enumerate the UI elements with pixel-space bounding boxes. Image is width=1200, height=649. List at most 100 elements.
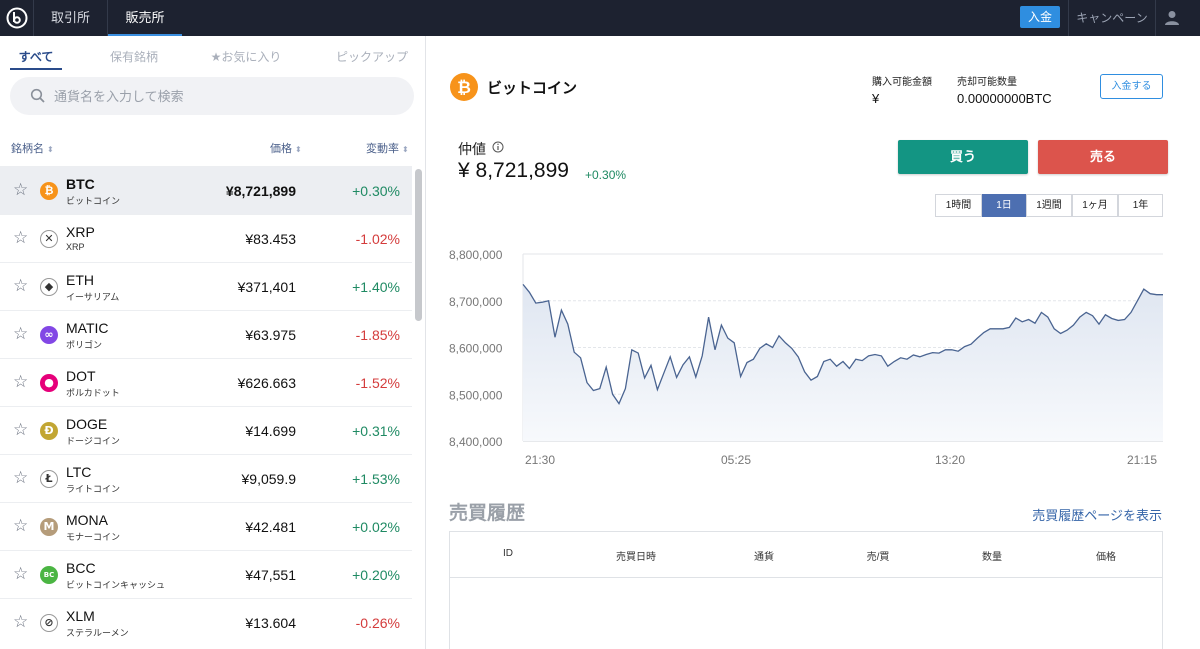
range-button-0[interactable]: 1時間 (935, 194, 982, 217)
eth-coin-icon: ◆ (40, 278, 58, 296)
coin-price: ¥83.453 (245, 231, 296, 247)
favorite-star-icon[interactable]: ☆ (13, 612, 29, 631)
x-tick-label: 05:25 (721, 453, 751, 467)
favorite-star-icon[interactable]: ☆ (13, 468, 29, 487)
deposit-button[interactable]: 入金 (1020, 6, 1060, 28)
range-button-2[interactable]: 1週間 (1026, 194, 1072, 217)
sort-icon: ⬍ (295, 145, 302, 154)
nav-tab-exchange[interactable]: 取引所 (34, 0, 108, 36)
coin-symbol: ETH (66, 272, 94, 288)
y-tick-label: 8,500,000 (449, 388, 503, 402)
favorite-star-icon[interactable]: ☆ (13, 420, 29, 439)
favorite-star-icon[interactable]: ☆ (13, 324, 29, 343)
filter-tab-holdings[interactable]: 保有銘柄 (109, 50, 158, 64)
list-scrollbar-thumb[interactable] (415, 169, 422, 321)
search-input[interactable] (54, 77, 394, 115)
buy-button[interactable]: 買う (898, 140, 1028, 174)
top-nav-bar: 取引所 販売所 入金 キャンペーン (0, 0, 1200, 36)
coin-change: +0.30% (352, 183, 400, 199)
coin-name-jp: イーサリアム (66, 292, 120, 302)
coin-row-bcc[interactable]: ☆ BC BCC ビットコインキャッシュ ¥47,551 +0.20% (0, 550, 412, 598)
favorite-star-icon[interactable]: ☆ (13, 180, 29, 199)
coin-row-ltc[interactable]: ☆ Ł LTC ライトコイン ¥9,059.9 +1.53% (0, 454, 412, 502)
filter-tab-pickup[interactable]: ピックアップ (336, 50, 409, 64)
coin-row-xrp[interactable]: ☆ ✕ XRP XRP ¥83.453 -1.02% (0, 214, 412, 262)
bitcoin-icon: ₿ (450, 73, 478, 101)
favorite-star-icon[interactable]: ☆ (13, 564, 29, 583)
column-header-name[interactable]: 銘柄名 ⬍ (11, 140, 54, 156)
coin-price: ¥42.481 (245, 519, 296, 535)
sellable-qty-value: 0.00000000BTC (957, 91, 1052, 106)
y-tick-label: 8,600,000 (449, 342, 503, 356)
history-page-link[interactable]: 売買履歴ページを表示 (1032, 508, 1162, 523)
coin-row-mona[interactable]: ☆ M MONA モナーコイン ¥42.481 +0.02% (0, 502, 412, 550)
filter-tab-favorites[interactable]: ★お気に入り (210, 50, 282, 64)
coin-name-jp: ドージコイン (66, 436, 120, 446)
favorite-star-icon[interactable]: ☆ (13, 276, 29, 295)
coin-change: -0.26% (355, 615, 400, 631)
xrp-coin-icon: ✕ (40, 230, 58, 248)
coin-symbol: XLM (66, 608, 95, 624)
xlm-coin-icon: ⊘ (40, 614, 58, 632)
favorite-star-icon[interactable]: ☆ (13, 516, 29, 535)
coin-name-jp: ステラルーメン (66, 628, 129, 638)
coin-price: ¥371,401 (237, 279, 296, 295)
range-button-1[interactable]: 1日 (982, 194, 1026, 217)
range-button-3[interactable]: 1ヶ月 (1072, 194, 1118, 217)
coin-row-eth[interactable]: ☆ ◆ ETH イーサリアム ¥371,401 +1.40% (0, 262, 412, 310)
x-tick-label: 13:20 (935, 453, 965, 467)
column-header-change[interactable]: 変動率 ⬍ (366, 140, 409, 156)
column-header-change-label: 変動率 (366, 143, 399, 155)
dot-coin-icon: ● (40, 374, 58, 392)
history-col-2: 通貨 (754, 552, 774, 563)
coin-change: +0.02% (352, 519, 400, 535)
coin-row-xlm[interactable]: ☆ ⊘ XLM ステラルーメン ¥13.604 -0.26% (0, 598, 412, 646)
mid-price-value: ¥ 8,721,899 (458, 159, 569, 182)
history-table: ID 売買日時 通貨 売/買 数量 価格 (449, 531, 1163, 649)
selected-coin-name: ビットコイン (487, 80, 578, 97)
user-icon[interactable] (1162, 8, 1182, 28)
column-header-name-label: 銘柄名 (11, 143, 44, 155)
bitbank-logo-icon (6, 7, 27, 29)
range-button-4[interactable]: 1年 (1118, 194, 1163, 217)
campaign-link[interactable]: キャンペーン (1068, 0, 1156, 36)
price-chart: 8,800,000 8,700,000 8,600,000 8,500,000 8,40… (449, 248, 1163, 467)
column-header-price[interactable]: 価格 ⬍ (270, 140, 302, 156)
deposit-small-button[interactable]: 入金する (1100, 74, 1163, 99)
sell-button[interactable]: 売る (1038, 140, 1168, 174)
coin-list: ☆ ₿ BTC ビットコイン ¥8,721,899 +0.30% ☆ ✕ XRP XRP ¥83.4… (0, 166, 412, 649)
mid-price-label: 仲値 (458, 141, 486, 157)
coin-symbol: DOT (66, 368, 96, 384)
y-tick-label: 8,800,000 (449, 248, 503, 262)
coin-row-matic[interactable]: ☆ ∞ MATIC ポリゴン ¥63.975 -1.85% (0, 310, 412, 358)
coin-change: +0.31% (352, 423, 400, 439)
sort-icon: ⬍ (402, 145, 409, 154)
coin-row-doge[interactable]: ☆ Ð DOGE ドージコイン ¥14.699 +0.31% (0, 406, 412, 454)
favorite-star-icon[interactable]: ☆ (13, 228, 29, 247)
filter-tab-all[interactable]: すべて (10, 48, 62, 70)
coin-row-dot[interactable]: ☆ ● DOT ポルカドット ¥626.663 -1.52% (0, 358, 412, 406)
coin-name-jp: ポルカドット (66, 388, 120, 398)
coin-price: ¥626.663 (237, 375, 296, 391)
coin-row-btc[interactable]: ☆ ₿ BTC ビットコイン ¥8,721,899 +0.30% (0, 166, 412, 214)
coin-change: -1.52% (355, 375, 400, 391)
btc-coin-icon: ₿ (40, 182, 58, 200)
coin-change: -1.02% (355, 231, 400, 247)
coin-symbol: MATIC (66, 320, 109, 336)
logo[interactable] (0, 0, 34, 36)
coin-symbol: BTC (66, 176, 95, 192)
column-header-price-label: 価格 (270, 143, 292, 155)
info-icon[interactable] (492, 141, 504, 153)
buyable-amount-value: ¥ (872, 91, 880, 106)
coin-change: +1.53% (352, 471, 400, 487)
coin-name-jp: XRP (66, 242, 85, 252)
favorite-star-icon[interactable]: ☆ (13, 372, 29, 391)
coin-name-jp: ポリゴン (66, 340, 103, 350)
nav-tab-retail[interactable]: 販売所 (108, 0, 182, 36)
matic-coin-icon: ∞ (40, 326, 58, 344)
svg-text:₿: ₿ (457, 78, 471, 98)
price-series-line (522, 283, 1163, 405)
coin-change: +0.20% (352, 567, 400, 583)
coin-name-jp: ライトコイン (66, 484, 121, 494)
x-tick-label: 21:30 (525, 453, 555, 467)
